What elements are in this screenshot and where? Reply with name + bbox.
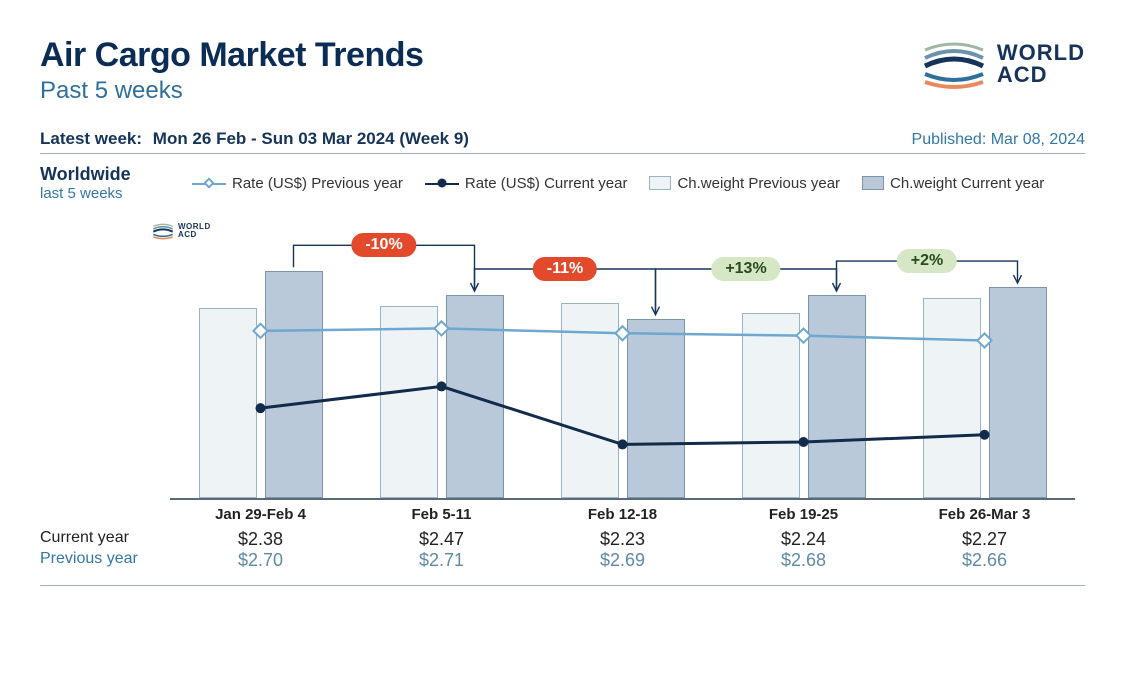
brand-text: WORLD ACD [997,42,1085,86]
header-row: Air Cargo Market Trends Past 5 weeks WOR… [40,36,1085,105]
change-callout: -10% [351,233,416,257]
legend-wt-cur-text: Ch.weight Current year [890,175,1044,192]
x-axis-labels: Jan 29-Feb 4Feb 5-11Feb 12-18Feb 19-25Fe… [170,506,1075,523]
x-axis-line [170,498,1075,500]
latest-week: Latest week: Mon 26 Feb - Sun 03 Mar 202… [40,129,469,149]
divider [40,585,1085,586]
line-marker-filled-icon [425,176,459,190]
page-title: Air Cargo Market Trends [40,36,423,75]
report-page: Air Cargo Market Trends Past 5 weeks WOR… [0,0,1125,676]
brand-line1: WORLD [997,42,1085,64]
row-cur-label: Current year [40,529,170,550]
title-block: Air Cargo Market Trends Past 5 weeks [40,36,423,105]
change-callout: -11% [533,257,597,281]
row-previous-year: Previous year $2.70$2.71$2.69$2.68$2.66 [40,550,1075,571]
change-callout: +2% [897,249,957,273]
worldwide-block: Worldwide last 5 weeks [40,164,170,202]
x-tick-label: Jan 29-Feb 4 [170,506,351,523]
legend-wt-prev-text: Ch.weight Previous year [677,175,840,192]
legend-rate-prev-text: Rate (US$) Previous year [232,175,403,192]
published-value: Mar 08, 2024 [991,131,1085,148]
legend-row: Worldwide last 5 weeks .leg-line::before… [40,160,1085,202]
latest-value: Mon 26 Feb - Sun 03 Mar 2024 (Week 9) [153,129,469,148]
globe-arcs-icon [921,36,987,92]
x-tick-label: Feb 19-25 [713,506,894,523]
legend-wt-prev: Ch.weight Previous year [649,175,840,192]
rate-rows: Current year $2.38$2.47$2.23$2.24$2.27 P… [40,529,1075,571]
change-callout: +13% [711,257,780,281]
page-subtitle: Past 5 weeks [40,77,423,105]
brand-line2: ACD [997,64,1085,86]
brand-logo: WORLD ACD [921,36,1085,92]
latest-label: Latest week: [40,129,142,148]
last5-label: last 5 weeks [40,185,170,202]
x-tick-label: Feb 12-18 [532,506,713,523]
x-tick-label: Feb 26-Mar 3 [894,506,1075,523]
legend-rate-cur-text: Rate (US$) Current year [465,175,628,192]
rate-cur-cell: $2.38 [170,529,351,550]
published: Published: Mar 08, 2024 [912,131,1085,149]
swatch-icon [649,176,671,190]
chart: WORLD ACD -10%-11%+13%+2% [170,210,1075,500]
rate-cur-cell: $2.27 [894,529,1075,550]
rate-cur-cell: $2.23 [532,529,713,550]
published-label: Published: [912,131,987,148]
row-prev-label: Previous year [40,550,170,571]
worldwide-label: Worldwide [40,164,170,185]
rate-prev-cell: $2.71 [351,550,532,571]
rate-prev-cell: $2.68 [713,550,894,571]
rate-cur-cell: $2.47 [351,529,532,550]
rate-cur-cell: $2.24 [713,529,894,550]
meta-row: Latest week: Mon 26 Feb - Sun 03 Mar 202… [40,129,1085,154]
rate-prev-cell: $2.66 [894,550,1075,571]
legend-wt-cur: Ch.weight Current year [862,175,1044,192]
line-marker-icon [192,176,226,190]
plot-area: -10% -11% +13% +2% [170,210,1075,500]
swatch-icon [862,176,884,190]
rate-prev-cell: $2.70 [170,550,351,571]
legend-rate-cur: Rate (US$) Current year [425,175,628,192]
x-tick-label: Feb 5-11 [351,506,532,523]
legend-rate-prev: .leg-line::before{border-top-color:curre… [192,175,403,192]
rate-prev-cell: $2.69 [532,550,713,571]
row-current-year: Current year $2.38$2.47$2.23$2.24$2.27 [40,529,1075,550]
